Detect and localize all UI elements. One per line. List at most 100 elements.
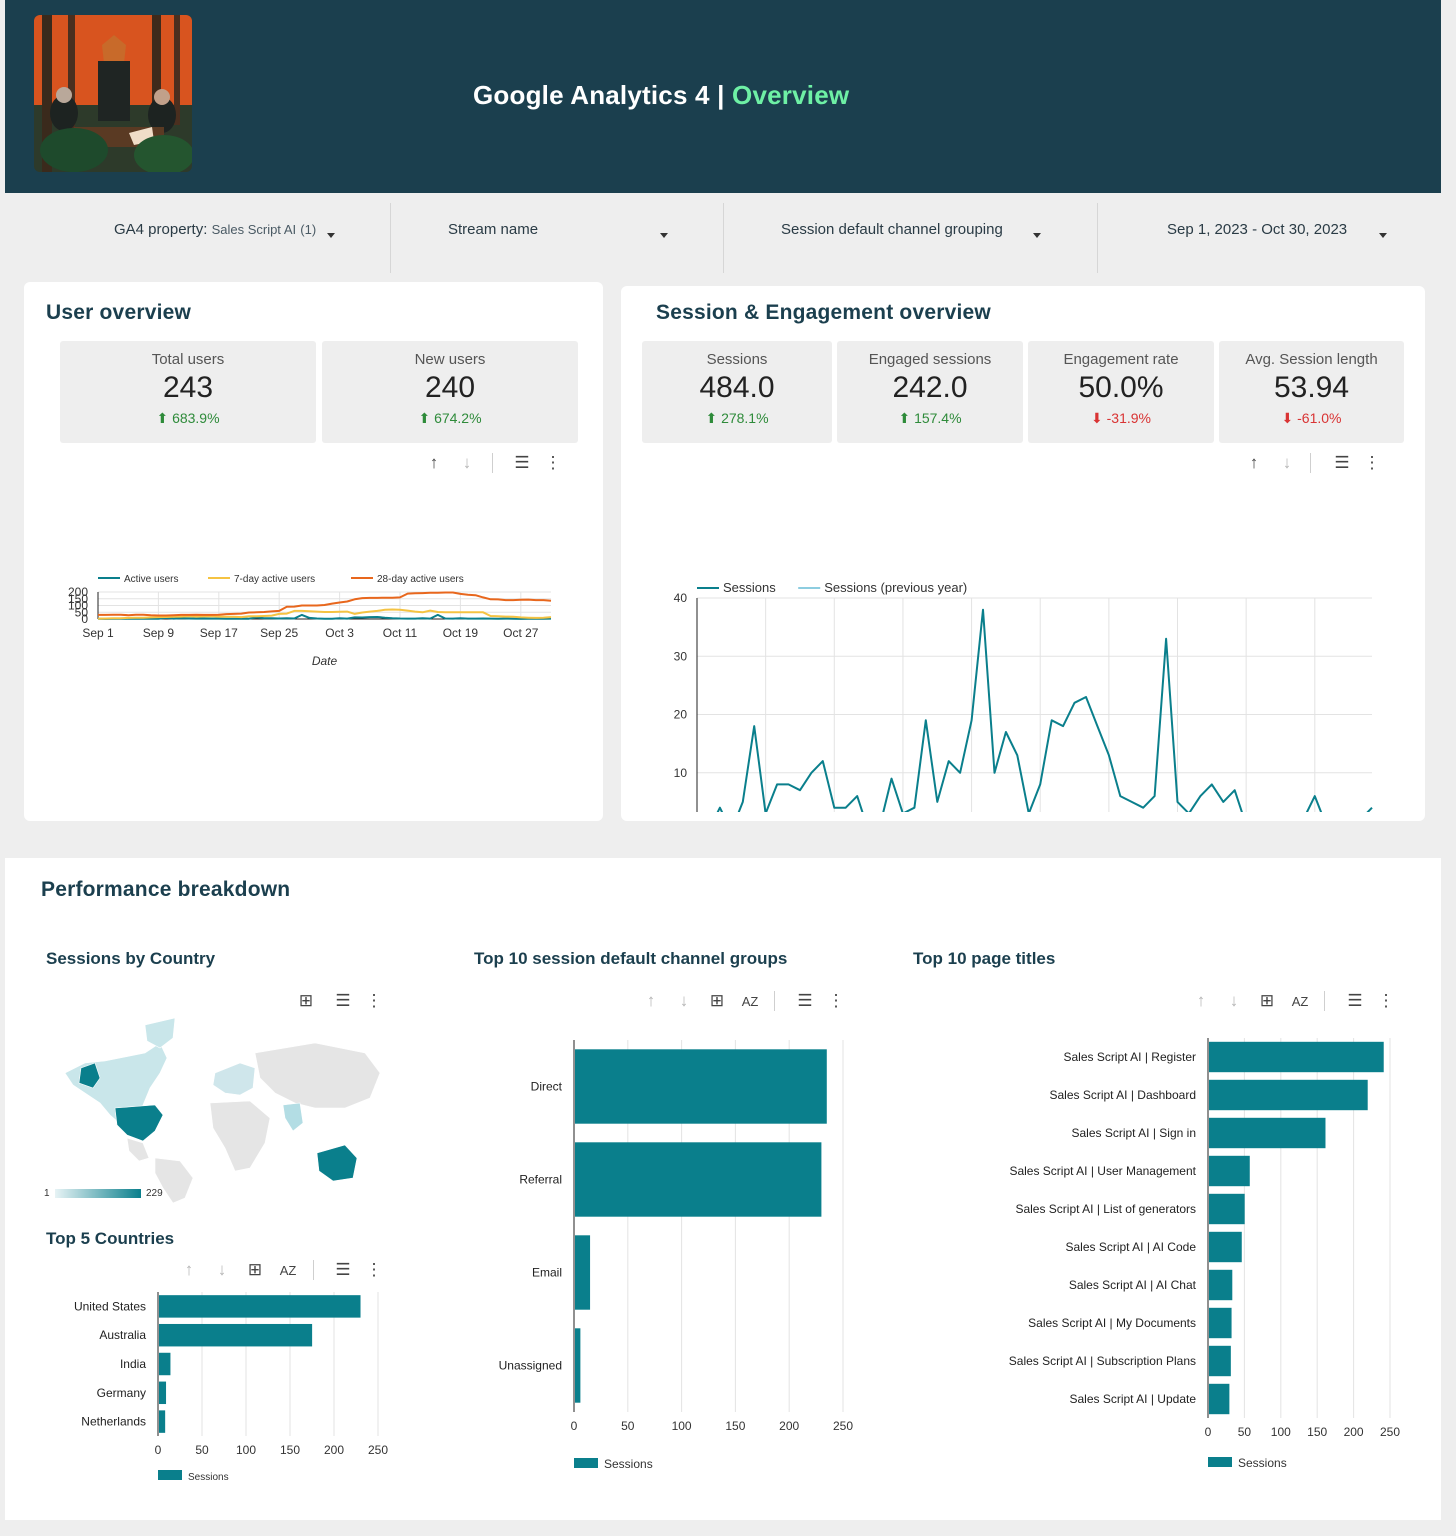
map-region-africa[interactable]	[209, 1100, 271, 1172]
more-options-icon[interactable]: ⋮	[1377, 991, 1395, 1010]
sort-ascending-icon[interactable]: ↑	[1196, 991, 1206, 1010]
date-range-label: Sep 1, 2023 - Oct 30, 2023	[1167, 221, 1348, 238]
arrow-up-icon: ⬆	[898, 410, 911, 426]
filter-icon[interactable]: ☰	[335, 1260, 351, 1279]
x-tick-label: 250	[1380, 1425, 1400, 1439]
channel-grouping-filter[interactable]: Session default channel grouping	[781, 221, 1003, 238]
x-tick-label: Sep 25	[260, 626, 298, 640]
more-options-icon[interactable]: ⋮	[365, 991, 383, 1010]
chart-options-icon[interactable]: ⊞	[1259, 991, 1275, 1010]
map-region-south-america[interactable]	[154, 1157, 194, 1203]
sort-az-icon[interactable]: AZ	[741, 993, 759, 1009]
legend-label: Sessions	[723, 580, 776, 595]
map-region-mexico[interactable]	[126, 1137, 150, 1162]
sort-descending-icon[interactable]: ↓	[462, 453, 472, 472]
x-tick-label: Sep 1	[82, 626, 114, 640]
performance-title: Performance breakdown	[41, 878, 291, 901]
more-options-icon[interactable]: ⋮	[827, 991, 845, 1010]
map-legend-min: 1	[44, 1188, 50, 1199]
filter-divider	[1097, 203, 1098, 273]
bar	[159, 1295, 361, 1318]
sort-descending-icon[interactable]: ↓	[679, 991, 689, 1010]
arrow-up-icon: ⬆	[418, 410, 431, 426]
legend-swatch	[1208, 1457, 1232, 1467]
x-tick-label: 150	[725, 1419, 745, 1433]
sort-ascending-icon[interactable]: ↑	[429, 453, 439, 472]
x-tick-label: 100	[236, 1443, 256, 1457]
chart-options-icon[interactable]: ⊞	[709, 991, 725, 1010]
x-tick-label: 100	[1271, 1425, 1291, 1439]
category-label: India	[120, 1357, 146, 1371]
chart-toolbar: ↑ ↓ ⊞ AZ ☰ ⋮	[1190, 990, 1400, 1012]
map-region-alaska[interactable]	[78, 1062, 101, 1089]
category-label: Sales Script AI | User Management	[1009, 1164, 1196, 1178]
page-titles-bar-chart: 0 50 100 150 200 250 Sales Script AI | Registe…	[1009, 1038, 1400, 1470]
filter-icon[interactable]: ☰	[1347, 991, 1363, 1010]
kpi-value: 240	[424, 371, 476, 404]
y-tick-label: 10	[674, 766, 688, 780]
y-tick-label: 150	[68, 592, 88, 606]
more-options-icon[interactable]: ⋮	[1363, 453, 1381, 472]
sort-az-icon[interactable]: AZ	[279, 1262, 297, 1278]
stream-name-filter[interactable]: Stream name	[448, 221, 538, 238]
chart-toolbar: ↑ ↓ ☰ ⋮	[1243, 452, 1383, 474]
map-region-asia[interactable]	[254, 1042, 381, 1109]
category-label: Sales Script AI | AI Chat	[1069, 1278, 1197, 1292]
more-options-icon[interactable]: ⋮	[365, 1260, 383, 1279]
x-tick-label: 0	[155, 1443, 162, 1457]
legend-swatch	[158, 1470, 182, 1480]
bar	[159, 1381, 167, 1405]
sort-descending-icon[interactable]: ↓	[1282, 453, 1292, 472]
chart-options-icon[interactable]: ⊞	[298, 991, 314, 1010]
sort-descending-icon[interactable]: ↓	[217, 1260, 227, 1279]
map-region-india[interactable]	[282, 1102, 304, 1132]
filter-bar: GA4 property: Sales Script AI (1) Stream…	[5, 193, 1441, 283]
chevron-down-icon[interactable]	[1033, 233, 1041, 238]
date-range-filter[interactable]: Sep 1, 2023 - Oct 30, 2023	[1167, 221, 1347, 238]
map-region-greenland[interactable]	[144, 1017, 176, 1049]
map-region-europe[interactable]	[212, 1062, 256, 1096]
category-label: Sales Script AI | Subscription Plans	[1009, 1354, 1196, 1368]
user-overview-title: User overview	[46, 301, 192, 324]
kpi-new-users: New users 240 ⬆ 674.2%	[322, 341, 578, 443]
y-tick-label: 100	[68, 599, 88, 613]
category-label: Netherlands	[81, 1415, 146, 1429]
more-options-icon[interactable]: ⋮	[544, 453, 562, 472]
filter-icon[interactable]: ☰	[797, 991, 813, 1010]
chart-options-icon[interactable]: ⊞	[247, 1260, 263, 1279]
world-map	[64, 1017, 381, 1203]
filter-icon[interactable]: ☰	[514, 453, 530, 472]
sort-descending-icon[interactable]: ↓	[1229, 991, 1239, 1010]
chevron-down-icon[interactable]	[327, 233, 335, 238]
chevron-down-icon[interactable]	[1379, 233, 1387, 238]
x-tick-label: 150	[1307, 1425, 1327, 1439]
sort-ascending-icon[interactable]: ↑	[646, 991, 656, 1010]
filter-icon[interactable]: ☰	[335, 991, 351, 1010]
bar	[1209, 1345, 1231, 1377]
page-title-main: Google Analytics 4 |	[473, 80, 725, 110]
chart-toolbar: ↑ ↓ ⊞ AZ ☰ ⋮	[178, 1259, 388, 1281]
report-header: Google Analytics 4 | Overview	[5, 0, 1441, 193]
page-titles-title: Top 10 page titles	[913, 949, 1056, 968]
sort-az-icon[interactable]: AZ	[1291, 993, 1309, 1009]
bar	[1209, 1155, 1250, 1187]
sort-ascending-icon[interactable]: ↑	[1249, 453, 1259, 472]
tiger-boardroom-illustration-icon	[34, 15, 192, 172]
sort-ascending-icon[interactable]: ↑	[184, 1260, 194, 1279]
legend-label: Sessions	[1238, 1456, 1287, 1470]
legend-label: Active users	[124, 574, 178, 585]
chevron-down-icon[interactable]	[660, 233, 668, 238]
category-label: Germany	[97, 1386, 146, 1400]
bar	[575, 1328, 581, 1403]
ga4-property-filter[interactable]: GA4 property: Sales Script AI (1)	[114, 221, 316, 238]
top-5-countries-title: Top 5 Countries	[46, 1229, 175, 1248]
x-tick-label: 50	[621, 1419, 635, 1433]
x-tick-label: 50	[195, 1443, 209, 1457]
map-region-australia[interactable]	[316, 1144, 358, 1182]
series-line	[97, 608, 552, 620]
x-tick-label: 200	[324, 1443, 344, 1457]
map-region-united-states[interactable]	[114, 1104, 164, 1142]
category-label: Sales Script AI | AI Code	[1065, 1240, 1196, 1254]
kpi-label: Engagement rate	[1063, 351, 1179, 368]
filter-icon[interactable]: ☰	[1334, 453, 1350, 472]
